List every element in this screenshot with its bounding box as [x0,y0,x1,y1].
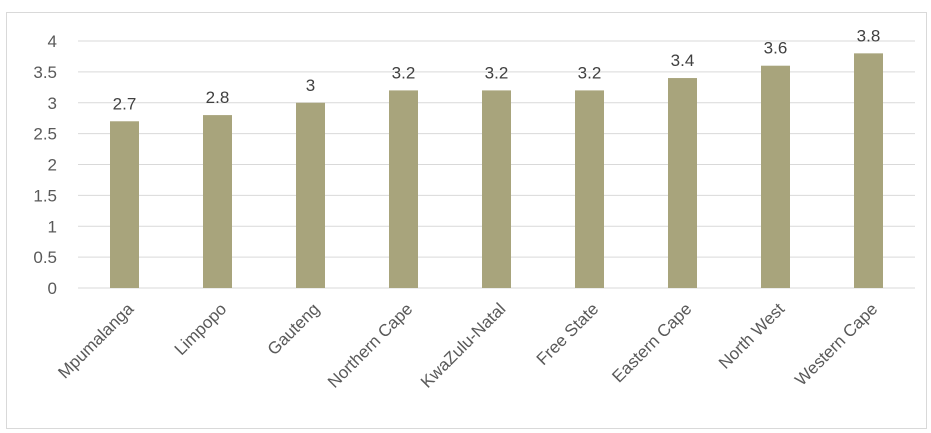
bar [482,90,511,289]
data-label: 3.2 [485,63,509,82]
y-tick-label: 2.5 [33,125,57,144]
x-tick-label: Limpopo [171,299,231,359]
y-tick-label: 1.5 [33,186,57,205]
y-tick-label: 3 [48,94,57,113]
bar [854,53,883,288]
x-tick-label: Western Cape [791,299,881,389]
x-tick-label: Gauteng [264,299,324,359]
data-label: 3 [306,76,315,95]
data-label: 3.8 [857,26,881,45]
x-tick-label: North West [715,299,789,373]
y-tick-label: 3.5 [33,63,57,82]
bar [296,102,325,288]
x-tick-label: Mpumalanga [54,299,137,382]
bar [203,115,232,288]
x-tick-label: Free State [533,299,603,369]
data-label: 2.8 [206,88,230,107]
bar [761,65,790,288]
data-label: 3.2 [392,63,416,82]
data-label: 3.2 [578,63,602,82]
data-label: 3.6 [764,39,788,58]
y-tick-label: 4 [48,32,57,51]
x-tick-label: Northern Cape [324,299,416,391]
data-label: 3.4 [671,51,695,70]
y-tick-label: 2 [48,156,57,175]
y-tick-label: 0 [48,279,57,298]
bar [575,90,604,289]
bar [110,121,139,289]
y-tick-label: 1 [48,217,57,236]
data-label: 2.7 [113,94,137,113]
x-tick-label: KwaZulu-Natal [417,299,509,391]
x-tick-label: Eastern Cape [608,299,695,386]
bar [668,78,697,288]
y-tick-label: 0.5 [33,248,57,267]
bar [389,90,418,289]
